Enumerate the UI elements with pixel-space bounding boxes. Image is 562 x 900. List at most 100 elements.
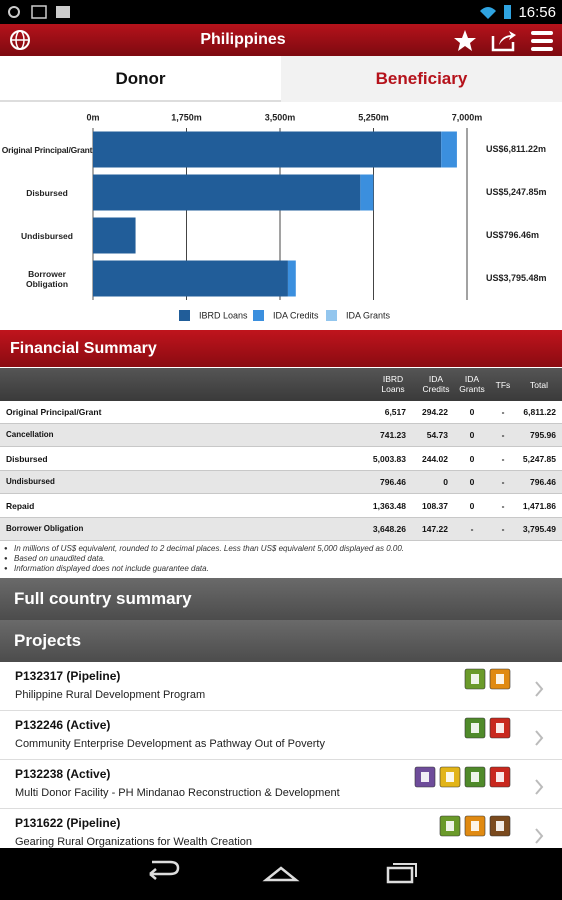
legend-swatch [326, 310, 337, 321]
category-label: Borrower Obligation [25, 268, 69, 289]
project-item[interactable]: P132246 (Active) Community Enterprise Dev… [0, 711, 562, 760]
sector-icons [464, 717, 544, 746]
table-cell: - [470, 524, 474, 534]
value-label: US$796.46m [486, 230, 539, 240]
chevron [535, 828, 544, 844]
project-id: P131622 (Pipeline) [15, 816, 121, 830]
legend-label: IDA Credits [273, 310, 319, 320]
chevron [535, 681, 544, 697]
project-id: P132238 (Active) [15, 767, 111, 781]
country-summary-button[interactable]: Full country summary [0, 578, 562, 620]
table-cell: 0 [469, 500, 475, 511]
project-name: Gearing Rural Organizations for Wealth C… [15, 836, 253, 848]
table-cell: 741.23 [380, 430, 406, 441]
table-cell: 147.22 [422, 524, 448, 534]
project-item[interactable]: P132238 (Active) Multi Donor Facility - P… [0, 760, 562, 809]
table-cell: 1,363.48 [372, 500, 406, 511]
table-cell: 1,471.86 [522, 500, 556, 511]
bar-segment [93, 174, 361, 211]
legend-swatch [253, 310, 264, 321]
icon-glyph [421, 772, 429, 782]
bar-segment [287, 260, 296, 297]
x-tick-label: 0m [86, 112, 99, 122]
bar-segment [360, 174, 374, 211]
globe-button[interactable] [9, 29, 31, 51]
column-header: IDA Grants [459, 374, 485, 394]
chevron [535, 779, 544, 795]
sector-icons [414, 766, 544, 795]
bar-segment [93, 260, 288, 297]
table-header: IBRD Loans IDA Credits IDA Grants TFs Total [0, 368, 562, 401]
x-tick-label: 7,000m [452, 112, 483, 122]
category-label: Original Principal/Grant [1, 144, 93, 155]
tab[interactable]: Donor [0, 56, 281, 102]
table-row: Original Principal/Grant 6,517 294.22 0 - 6,8… [0, 401, 562, 424]
table-cell: 795.96 [530, 430, 556, 441]
table-row: Undisbursed 796.46 0 0 - 796.46 [0, 471, 562, 495]
x-tick-label: 1,750m [171, 112, 202, 122]
icon-glyph [446, 772, 454, 782]
icon-glyph [471, 821, 479, 831]
project-name: Multi Donor Facility - PH Mindanao Recon… [15, 787, 340, 799]
section-header: Projects [0, 620, 562, 662]
tab[interactable]: Beneficiary [281, 56, 562, 102]
table-cell: 796.46 [380, 477, 406, 488]
table-cell: 5,003.83 [372, 453, 406, 464]
table-row: Disbursed 5,003.83 244.02 0 - 5,247.85 [0, 447, 562, 471]
status-bar: 16:56 [0, 0, 562, 24]
table-cell: 108.37 [422, 500, 448, 511]
table-cell: 0 [469, 453, 475, 464]
table-cell: Original Principal/Grant [6, 407, 102, 417]
note: Based on unaudited data. [4, 554, 404, 564]
project-id: P132246 (Active) [15, 718, 111, 732]
table-row: Cancellation 741.23 54.73 0 - 795.96 [0, 424, 562, 448]
app-bar: Philippines [0, 24, 562, 56]
table-cell: 5,247.85 [522, 453, 556, 464]
table-cell: - [501, 477, 505, 488]
value-label: US$5,247.85m [486, 187, 547, 197]
chart: 0m 1,750m 3,500m 5,250m 7,000m US$6,811.22m US… [86, 112, 547, 321]
table-cell: Undisbursed [6, 477, 55, 487]
icon-glyph [496, 772, 504, 782]
table-cell: Disbursed [6, 453, 48, 464]
project-name: Philippine Rural Development Program [15, 689, 206, 701]
nav-buttons[interactable] [0, 848, 562, 900]
table-cell: 0 [469, 477, 475, 488]
table-cell: - [501, 453, 505, 464]
nav-bar [0, 848, 562, 900]
table-cell: 54.73 [426, 430, 448, 441]
icon-glyph [496, 674, 504, 684]
action-buttons[interactable] [453, 28, 553, 54]
icon-glyph [471, 723, 479, 733]
chevron [535, 730, 544, 746]
table-cell: - [501, 524, 505, 534]
project-name: Community Enterprise Development as Path… [15, 738, 325, 750]
project-item[interactable]: P132317 (Pipeline) Philippine Rural Devel… [0, 662, 562, 711]
app-title: Philippines [200, 31, 286, 48]
column-header: IDA Credits [422, 374, 450, 394]
x-tick-label: 5,250m [358, 112, 389, 122]
icon-glyph [471, 674, 479, 684]
table-cell: 6,517 [384, 407, 406, 417]
table-cell: Cancellation [6, 430, 54, 440]
icon-glyph [471, 772, 479, 782]
clock: 16:56 [518, 4, 556, 21]
sector-icons [464, 668, 544, 697]
category-label: Disbursed [26, 187, 68, 198]
legend-label: IDA Grants [346, 310, 391, 320]
table-cell: 6,811.22 [523, 407, 556, 417]
x-tick-label: 3,500m [265, 112, 296, 122]
icon-glyph [496, 723, 504, 733]
table-cell: - [501, 500, 505, 511]
table-cell: 3,648.26 [372, 524, 406, 534]
legend-swatch [179, 310, 190, 321]
table-cell: 244.02 [422, 453, 448, 464]
table-cell: 0 [469, 430, 475, 441]
table-row: Repaid 1,363.48 108.37 0 - 1,471.86 [0, 494, 562, 518]
note: Information displayed does not include g… [4, 564, 404, 574]
table-cell: Borrower Obligation [6, 524, 84, 533]
status-icons [8, 5, 70, 19]
column-header: TFs [495, 380, 511, 390]
icon-glyph [446, 821, 454, 831]
